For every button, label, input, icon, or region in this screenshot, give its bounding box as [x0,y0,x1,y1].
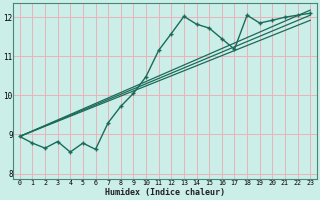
X-axis label: Humidex (Indice chaleur): Humidex (Indice chaleur) [105,188,225,197]
